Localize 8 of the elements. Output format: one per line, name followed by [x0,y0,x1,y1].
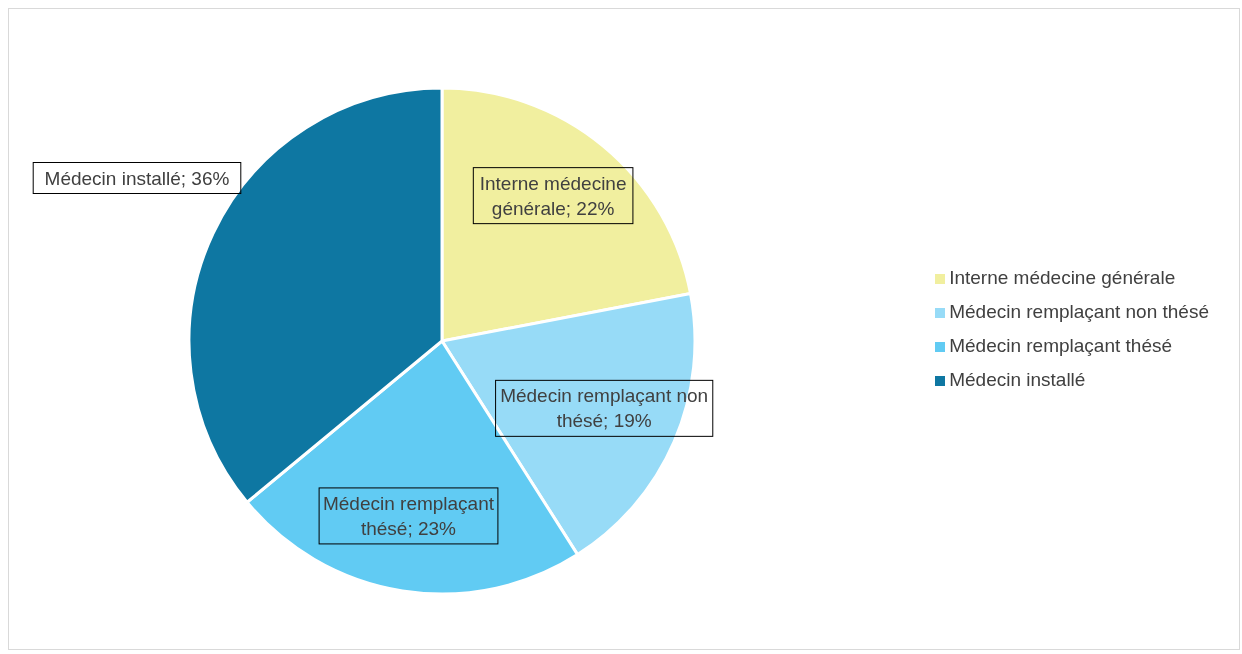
data-label: Médecin remplaçant thésé; 23% [322,492,495,539]
legend-label: Médecin remplaçant thésé [949,335,1173,356]
data-label: Interne médecine générale; 22% [479,172,627,219]
legend-label: Interne médecine générale [949,267,1176,288]
data-label: Médecin remplaçant non thésé; 19% [500,385,709,432]
data-label: Médecin installé; 36% [44,167,230,189]
legend-label: Médecin remplaçant non thésé [949,301,1209,322]
legend-label: Médecin installé [949,369,1086,390]
